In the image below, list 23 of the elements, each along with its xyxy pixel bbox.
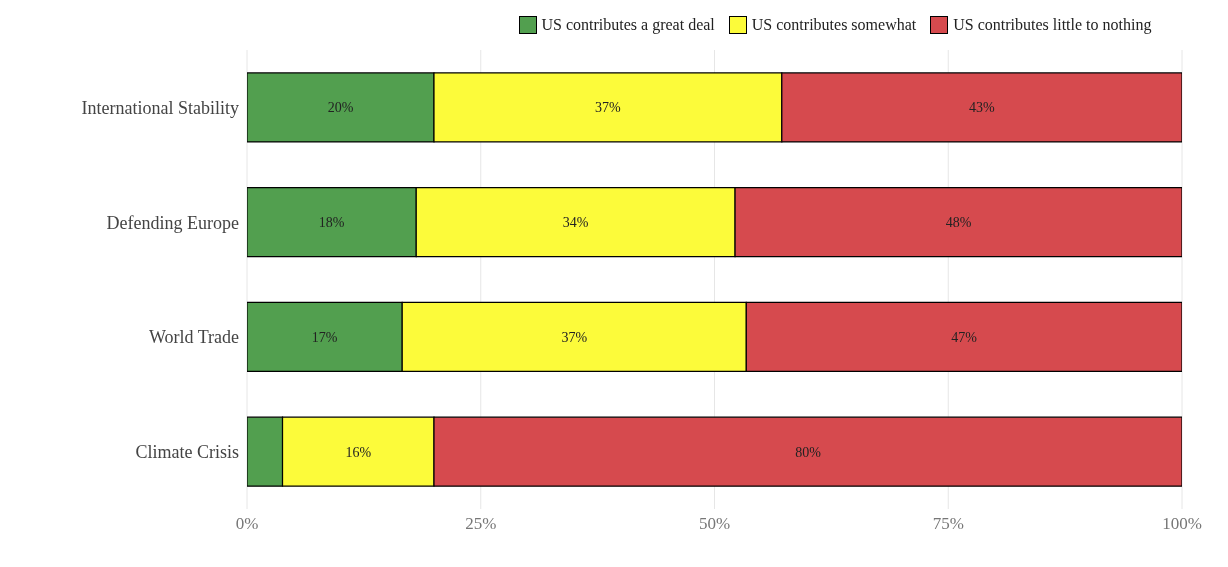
x-tick-label: 0% [235, 514, 259, 534]
data-label: 48% [945, 215, 972, 231]
y-tick-label: Defending Europe [106, 212, 240, 233]
data-label: 16% [345, 444, 372, 460]
x-tick-label: 100% [1162, 514, 1202, 534]
data-label: 37% [595, 100, 622, 116]
data-label: 17% [311, 329, 338, 345]
data-label: 37% [561, 329, 588, 345]
x-tick-label: 75% [932, 514, 964, 534]
legend-label: US contributes a great deal [540, 16, 715, 34]
data-label: 47% [951, 329, 978, 345]
y-tick-label: World Trade [148, 327, 239, 348]
data-label: 34% [562, 215, 589, 231]
y-tick-label: International Stability [81, 97, 239, 118]
data-label: 18% [318, 215, 345, 231]
legend-label: US contributes somewhat [750, 16, 917, 34]
data-label: 80% [795, 444, 822, 460]
legend-label: US contributes little to nothing [952, 16, 1152, 34]
data-label: 43% [969, 100, 996, 116]
x-tick-label: 50% [698, 514, 731, 534]
y-tick-label: Climate Crisis [135, 442, 239, 463]
x-tick-label: 25% [465, 514, 497, 534]
data-label: 20% [327, 100, 354, 116]
